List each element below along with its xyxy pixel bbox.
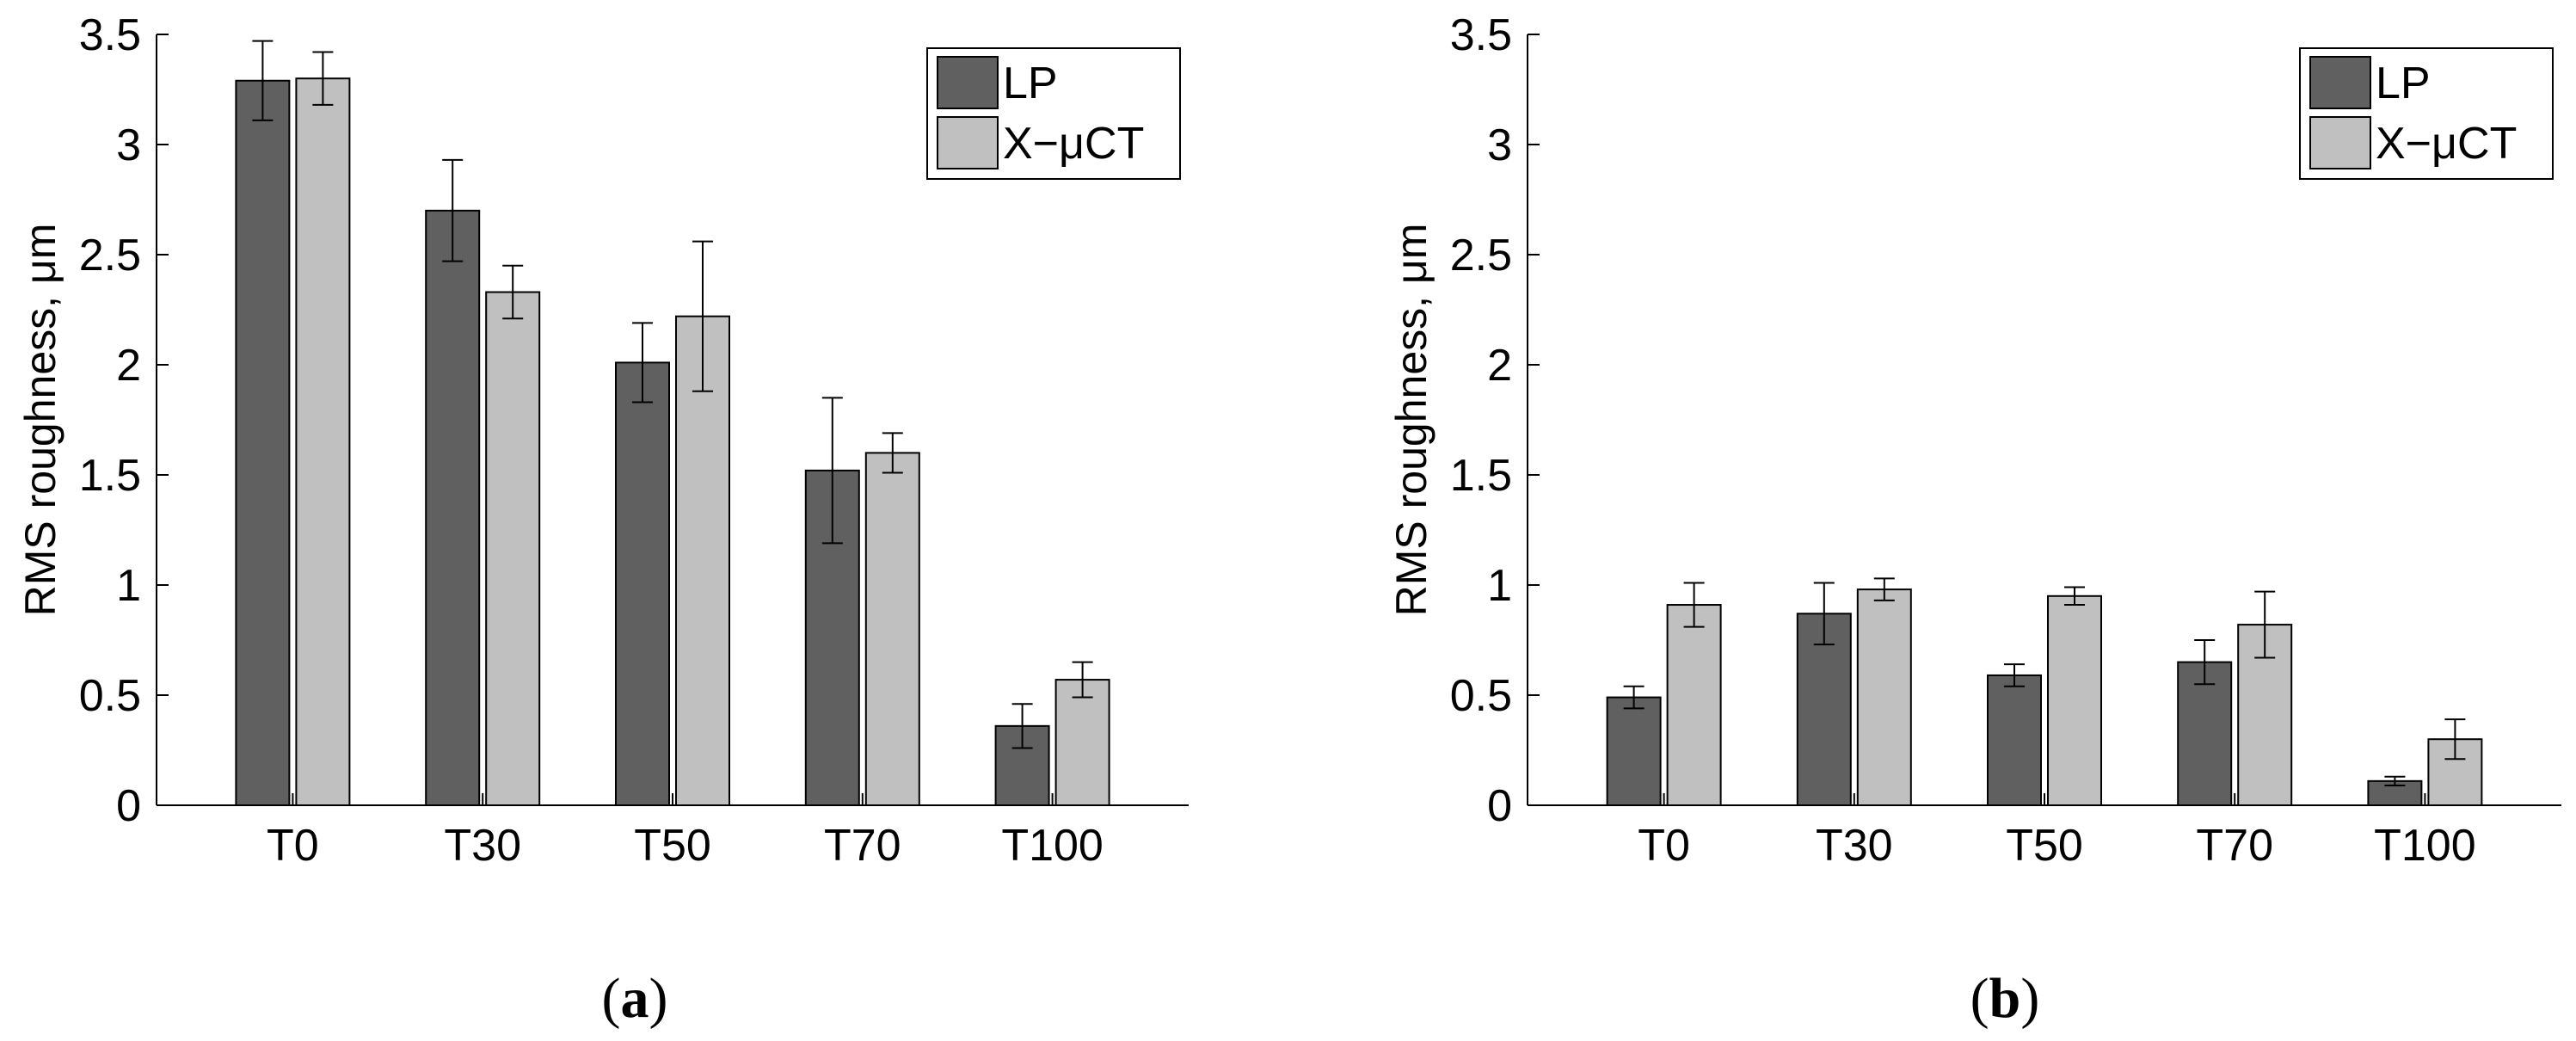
bar-xuct-t100	[1054, 679, 1110, 807]
bar-xuct-t70	[864, 452, 920, 807]
bar-lp-t30	[425, 209, 481, 807]
x-tick-label-t0: T0	[267, 821, 319, 871]
bar-xuct-t0	[295, 77, 351, 806]
y-tick-label: 1	[1487, 561, 1512, 611]
y-tick-label: 1.5	[79, 451, 141, 501]
legend-label-xuct: X−μCT	[1003, 119, 1144, 169]
bar-xuct-t0	[1666, 604, 1722, 806]
x-tick-label-t100: T100	[2374, 821, 2476, 871]
bar-lp-t50	[1987, 674, 2042, 807]
y-tick-label: 1.5	[1450, 451, 1512, 501]
chart-panel-b: 0 0.5 1 1.5 2 2.5 3 3.5 T0 T30 T50 T70 T100 RMS rough…	[1387, 10, 2561, 1030]
chart-panel-a: 0 0.5 1 1.5 2 2.5 3 3.5 T0 T30 T50 T70 T100 RMS rough…	[16, 10, 1189, 1030]
y-axis-label: RMS roughness, μm	[1387, 224, 1436, 617]
x-tick-label-t30: T30	[444, 821, 521, 871]
legend-swatch-lp	[2309, 56, 2371, 109]
x-tick-label-t70: T70	[824, 821, 901, 871]
bar-lp-t0	[1606, 696, 1662, 806]
legend-swatch-xuct	[937, 116, 999, 169]
y-tick-label: 2.5	[79, 231, 141, 280]
bar-lp-t30	[1796, 613, 1852, 807]
legend-swatch-xuct	[2309, 116, 2371, 169]
legend-label-lp: LP	[2376, 59, 2431, 108]
y-tick-label: 1	[116, 561, 141, 611]
y-tick-label: 0.5	[79, 671, 141, 721]
bar-xuct-t50	[2047, 594, 2102, 806]
y-tick-label: 0	[116, 781, 141, 831]
x-tick-label-t30: T30	[1816, 821, 1893, 871]
legend-label-xuct: X−μCT	[2376, 119, 2517, 169]
x-tick-label-t50: T50	[634, 821, 711, 871]
x-tick-label-t0: T0	[1638, 821, 1690, 871]
x-tick-label-t50: T50	[2006, 821, 2083, 871]
y-tick-label: 2.5	[1450, 231, 1512, 280]
x-tick-label-t70: T70	[2196, 821, 2273, 871]
panel-label: (b)	[1970, 967, 2040, 1030]
y-tick-label: 3	[116, 120, 141, 170]
bar-lp-t50	[615, 361, 670, 806]
y-tick-label: 2	[1487, 341, 1512, 391]
y-tick-label: 3.5	[1450, 10, 1512, 60]
y-tick-label: 3.5	[79, 10, 141, 60]
legend-swatch-lp	[937, 56, 999, 109]
y-axis-label: RMS roughness, μm	[16, 224, 65, 617]
bar-xuct-t30	[1856, 588, 1912, 806]
bar-xuct-t30	[485, 291, 541, 806]
bar-lp-t0	[235, 79, 291, 806]
x-tick-label-t100: T100	[1001, 821, 1104, 871]
y-tick-label: 0.5	[1450, 671, 1512, 721]
y-tick-label: 0	[1487, 781, 1512, 831]
y-tick-label: 3	[1487, 120, 1512, 170]
panel-label: (a)	[602, 967, 668, 1030]
legend-label-lp: LP	[1003, 59, 1058, 108]
y-tick-label: 2	[116, 341, 141, 391]
